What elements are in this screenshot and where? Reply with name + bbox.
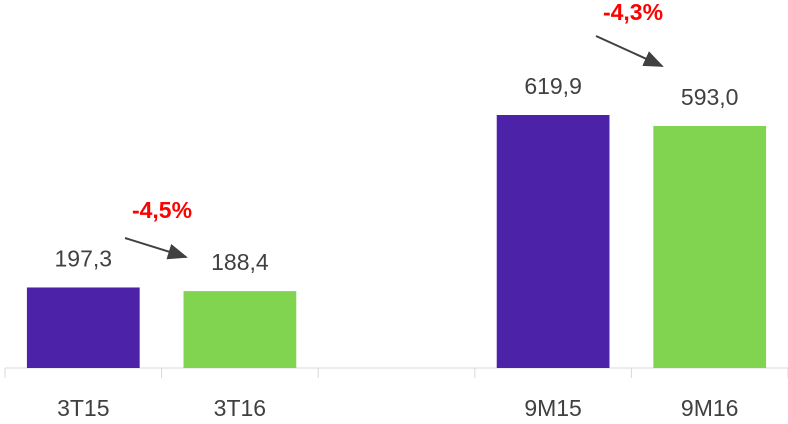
value-label: 619,9 bbox=[524, 73, 582, 99]
bar bbox=[496, 115, 610, 368]
annotation: -4,3% bbox=[603, 0, 663, 25]
x-tick-label: 3T15 bbox=[57, 395, 109, 421]
x-tick-label: 3T16 bbox=[214, 395, 266, 421]
bar bbox=[26, 287, 140, 368]
bar bbox=[653, 125, 767, 369]
annotation: -4,5% bbox=[132, 197, 192, 223]
bar bbox=[183, 291, 297, 368]
x-tick-label: 9M15 bbox=[524, 395, 582, 421]
arrow bbox=[595, 35, 664, 67]
x-tick-label: 9M16 bbox=[681, 395, 739, 421]
arrow bbox=[124, 237, 188, 260]
value-label: 593,0 bbox=[681, 84, 739, 110]
value-label: 188,4 bbox=[211, 249, 269, 275]
value-label: 197,3 bbox=[55, 246, 113, 272]
